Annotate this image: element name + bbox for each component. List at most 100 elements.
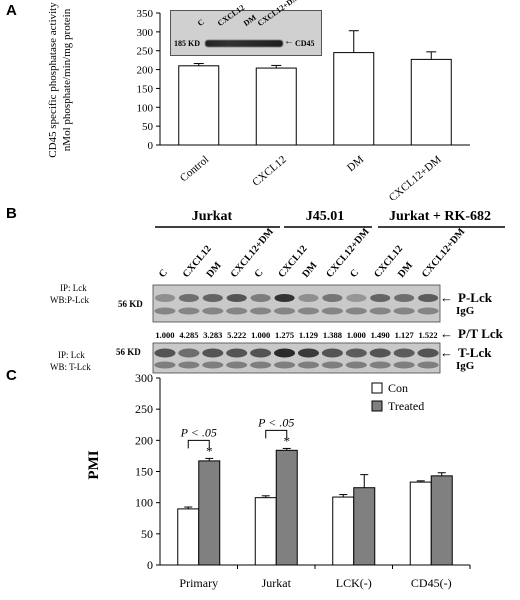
chart-c-ytick-label: 100	[135, 496, 153, 510]
igg-band	[250, 307, 272, 315]
igg-band-bottom	[154, 361, 176, 369]
chart-a-xtick-label: CXCL12	[250, 154, 289, 189]
lane-label: C	[157, 267, 170, 280]
ratio-label: P/T Lck	[458, 326, 504, 341]
igg-band	[345, 307, 367, 315]
lane-label: DM	[205, 260, 224, 280]
group-rk682: Jurkat + RK-682	[389, 209, 491, 224]
igg-band	[321, 307, 343, 315]
t-lck-band	[154, 348, 176, 358]
chart-a-ytick-label: 250	[137, 46, 154, 58]
ratio-value: 1.000	[251, 330, 270, 340]
p-lck-band	[226, 294, 247, 302]
ratio-value: 4.285	[179, 330, 198, 340]
top-blot-wb: WB:P-Lck	[50, 295, 89, 305]
top-blot-marker: 56 KD	[118, 299, 143, 309]
ratio-value: 3.283	[203, 330, 222, 340]
chart-a-ylabel-line2: nMol phosphate/min/mg protein	[61, 8, 73, 151]
igg-band-bottom	[226, 361, 248, 369]
ratio-arrow: ←	[440, 326, 453, 341]
chart-c-sig-star: *	[206, 443, 213, 458]
chart-c-ytick-label: 250	[135, 402, 153, 416]
chart-a-bar	[333, 52, 375, 146]
igg-band-bottom	[178, 361, 200, 369]
chart-c-bar-con	[254, 497, 277, 566]
p-lck-band	[417, 294, 439, 302]
t-lck-band	[345, 348, 367, 358]
t-lck-band	[297, 348, 319, 358]
igg-band-bottom	[321, 361, 343, 369]
inset-lane-c: C	[195, 17, 206, 28]
chart-c-bar-con	[177, 508, 200, 566]
chart-c-ytick-label: 50	[141, 527, 153, 541]
chart-c-xtick-label: Jurkat	[262, 576, 292, 590]
chart-a: 0 50 100 150 200 250 300 350 Control CXCL12 DM CXCL…	[47, 2, 470, 200]
cd45-inset-blot: C CXCL12 DM CXCL12+DM 185 KD CD45 ←	[170, 0, 322, 56]
t-lck-band	[321, 348, 343, 358]
top-blot-ip: IP: Lck	[60, 283, 87, 293]
bottom-blot-ip: IP: Lck	[58, 350, 85, 360]
bottom-blot-wb: WB: T-Lck	[50, 362, 91, 372]
lane-label: DM	[300, 260, 319, 280]
inset-band-label: CD45	[295, 39, 315, 48]
top-blot-label-plck: P-Lck	[458, 290, 493, 305]
chart-a-ytick-label: 300	[137, 27, 154, 39]
chart-a-bar	[410, 58, 452, 146]
group-j45: J45.01	[306, 209, 345, 224]
chart-a-xtick-label: CXCL12+DM	[387, 153, 444, 200]
p-lck-band	[250, 294, 271, 302]
lane-label: DM	[396, 260, 415, 280]
inset-band	[205, 40, 283, 47]
p-lck-band	[370, 294, 391, 302]
p-lck-band	[346, 294, 367, 302]
igg-band	[202, 307, 224, 315]
chart-c-bar-treated	[275, 449, 298, 566]
ratio-value: 1.129	[299, 330, 318, 340]
igg-band-bottom	[297, 361, 319, 369]
chart-a-xtick-label: Control	[178, 154, 211, 185]
chart-a-bar	[178, 65, 220, 146]
igg-band	[297, 307, 319, 315]
ratio-value: 1.522	[418, 330, 437, 340]
bottom-blot-marker: 56 KD	[116, 347, 141, 357]
top-blot-label-igg: IgG	[456, 305, 475, 317]
lane-label: C	[252, 267, 265, 280]
t-lck-band	[178, 348, 200, 358]
igg-band-bottom	[393, 361, 415, 369]
panel-a-letter: A	[6, 2, 17, 19]
chart-c-bar-treated	[430, 475, 453, 566]
top-arrow: ←	[440, 290, 453, 305]
chart-c-sig-text: P < .05	[180, 425, 217, 439]
chart-c-legend-label: Treated	[388, 399, 424, 413]
chart-a-bar	[255, 67, 297, 146]
chart-c-ytick-label: 300	[135, 371, 153, 385]
ratio-value: 1.000	[155, 330, 174, 340]
bottom-arrow: ←	[440, 345, 453, 360]
igg-band	[417, 307, 439, 315]
chart-c-bar-treated	[353, 487, 376, 566]
bottom-blot-label-igg: IgG	[456, 360, 475, 372]
igg-band-bottom	[250, 361, 272, 369]
ratio-value: 1.275	[275, 330, 294, 340]
chart-c-xtick-label: Primary	[179, 576, 218, 590]
chart-a-ytick-label: 100	[137, 102, 154, 114]
chart-a-ytick-label: 350	[137, 8, 154, 20]
t-lck-band	[393, 348, 415, 358]
chart-a-ytick-label: 0	[148, 140, 154, 152]
top-blot-image	[152, 284, 441, 323]
lane-label: CXCL12+DM	[420, 226, 468, 280]
chart-c-sig-text: P < .05	[257, 415, 294, 429]
chart-c-legend-label: Con	[388, 381, 408, 395]
inset-marker: 185 KD	[174, 39, 200, 48]
t-lck-band	[369, 348, 391, 358]
ratio-value: 1.000	[347, 330, 366, 340]
chart-c-ytick-label: 200	[135, 433, 153, 447]
chart-c-ylabel: PMI	[86, 450, 102, 479]
igg-band	[226, 307, 248, 315]
lane-label: C	[348, 267, 361, 280]
p-lck-band	[274, 294, 295, 302]
bottom-blot-image	[152, 342, 441, 374]
panel-b-letter: B	[6, 205, 17, 222]
chart-a-ytick-label: 200	[137, 65, 154, 77]
